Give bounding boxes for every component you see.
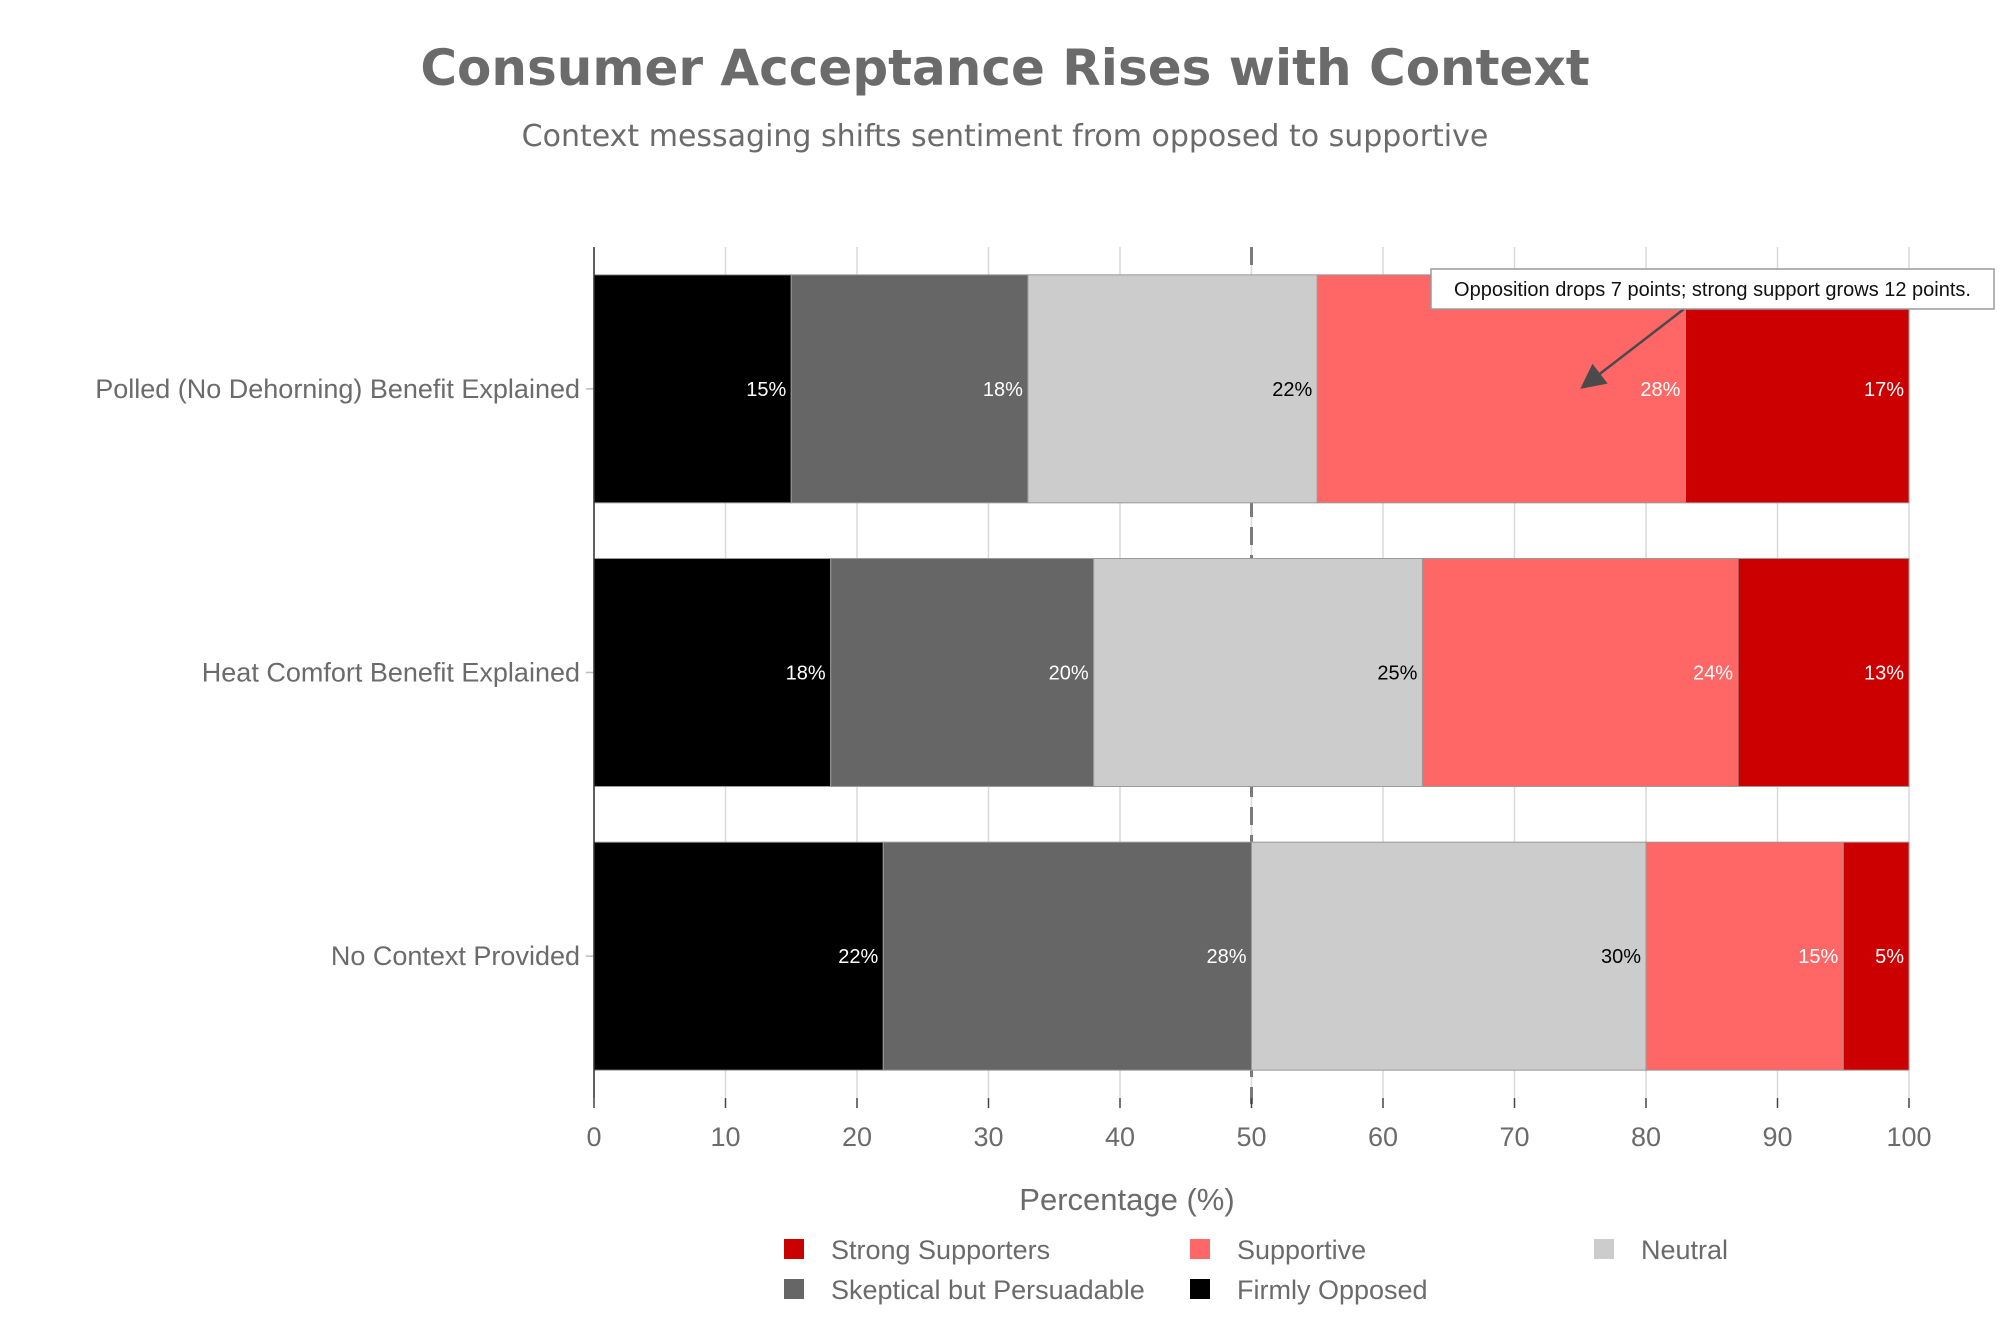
legend-swatch — [1190, 1279, 1210, 1299]
annotation-text: Opposition drops 7 points; strong suppor… — [1454, 279, 1971, 301]
bar-value-label: 15% — [1798, 946, 1838, 968]
x-tick-label: 20 — [842, 1122, 872, 1152]
y-tick-label: No Context Provided — [331, 941, 580, 971]
x-tick-label: 100 — [1886, 1122, 1931, 1152]
x-tick-label: 10 — [710, 1122, 740, 1152]
bar-value-label: 15% — [746, 379, 786, 401]
bar-value-label: 20% — [1049, 663, 1089, 685]
x-tick-label: 60 — [1368, 1122, 1398, 1152]
bar-value-label: 22% — [1272, 379, 1312, 401]
bar-segment — [1645, 841, 1844, 1071]
bar-value-label: 13% — [1864, 663, 1904, 685]
legend-swatch — [1594, 1239, 1614, 1259]
x-tick-label: 90 — [1762, 1122, 1792, 1152]
legend-swatch — [784, 1279, 804, 1299]
x-tick-label: 0 — [586, 1122, 601, 1152]
bar-segment — [1251, 841, 1647, 1071]
bar-segment — [593, 841, 884, 1071]
bar-value-label: 28% — [1640, 379, 1680, 401]
annotation-box — [1430, 268, 1995, 310]
chart-subtitle: Context messaging shifts sentiment from … — [522, 119, 1489, 154]
bar-segment — [830, 558, 1095, 787]
bar-value-label: 25% — [1377, 663, 1417, 685]
bar-segment — [1842, 841, 1910, 1071]
legend-swatch — [1190, 1239, 1210, 1259]
bar-value-label: 5% — [1875, 946, 1904, 968]
x-tick-label: 70 — [1499, 1122, 1529, 1152]
legend-swatch — [784, 1239, 804, 1259]
bar-segment — [1027, 274, 1318, 504]
bar-value-label: 18% — [983, 379, 1023, 401]
bar-segment — [593, 558, 832, 787]
y-tick-label: Heat Comfort Benefit Explained — [202, 658, 580, 688]
legend-label: Firmly Opposed — [1237, 1275, 1428, 1305]
x-axis-title: Percentage (%) — [1019, 1182, 1234, 1217]
bar-segment — [1316, 274, 1686, 504]
bar-value-label: 28% — [1206, 946, 1246, 968]
y-tick-label: Polled (No Dehorning) Benefit Explained — [95, 374, 580, 404]
bar-segment — [790, 274, 1029, 504]
legend-label: Strong Supporters — [831, 1235, 1050, 1265]
bar-value-label: 22% — [838, 946, 878, 968]
x-tick-label: 80 — [1631, 1122, 1661, 1152]
bar-segment — [1684, 274, 1910, 504]
x-tick-label: 50 — [1236, 1122, 1266, 1152]
bar-value-label: 30% — [1601, 946, 1641, 968]
bar-value-label: 24% — [1693, 663, 1733, 685]
x-tick-label: 30 — [973, 1122, 1003, 1152]
legend: Strong Supporters Supportive Neutral Skepti… — [784, 1235, 1728, 1305]
legend-label: Neutral — [1641, 1235, 1728, 1265]
bar-segment — [1421, 558, 1739, 787]
bar-value-label: 18% — [786, 663, 826, 685]
bar-segment — [1093, 558, 1423, 787]
x-tick-label: 40 — [1105, 1122, 1135, 1152]
bar-segment — [1737, 558, 1910, 787]
bar-segment — [593, 274, 792, 504]
bar-segment — [882, 841, 1252, 1071]
legend-label: Supportive — [1237, 1235, 1366, 1265]
legend-label: Skeptical but Persuadable — [831, 1275, 1145, 1305]
plot-area: 22% 28% 30% 15% 5% No Context Provided 18% 20% 2… — [95, 247, 1995, 1152]
annotation-arrow — [1580, 308, 1685, 389]
bar-value-label: 17% — [1864, 379, 1904, 401]
chart-title: Consumer Acceptance Rises with Context — [420, 39, 1589, 97]
